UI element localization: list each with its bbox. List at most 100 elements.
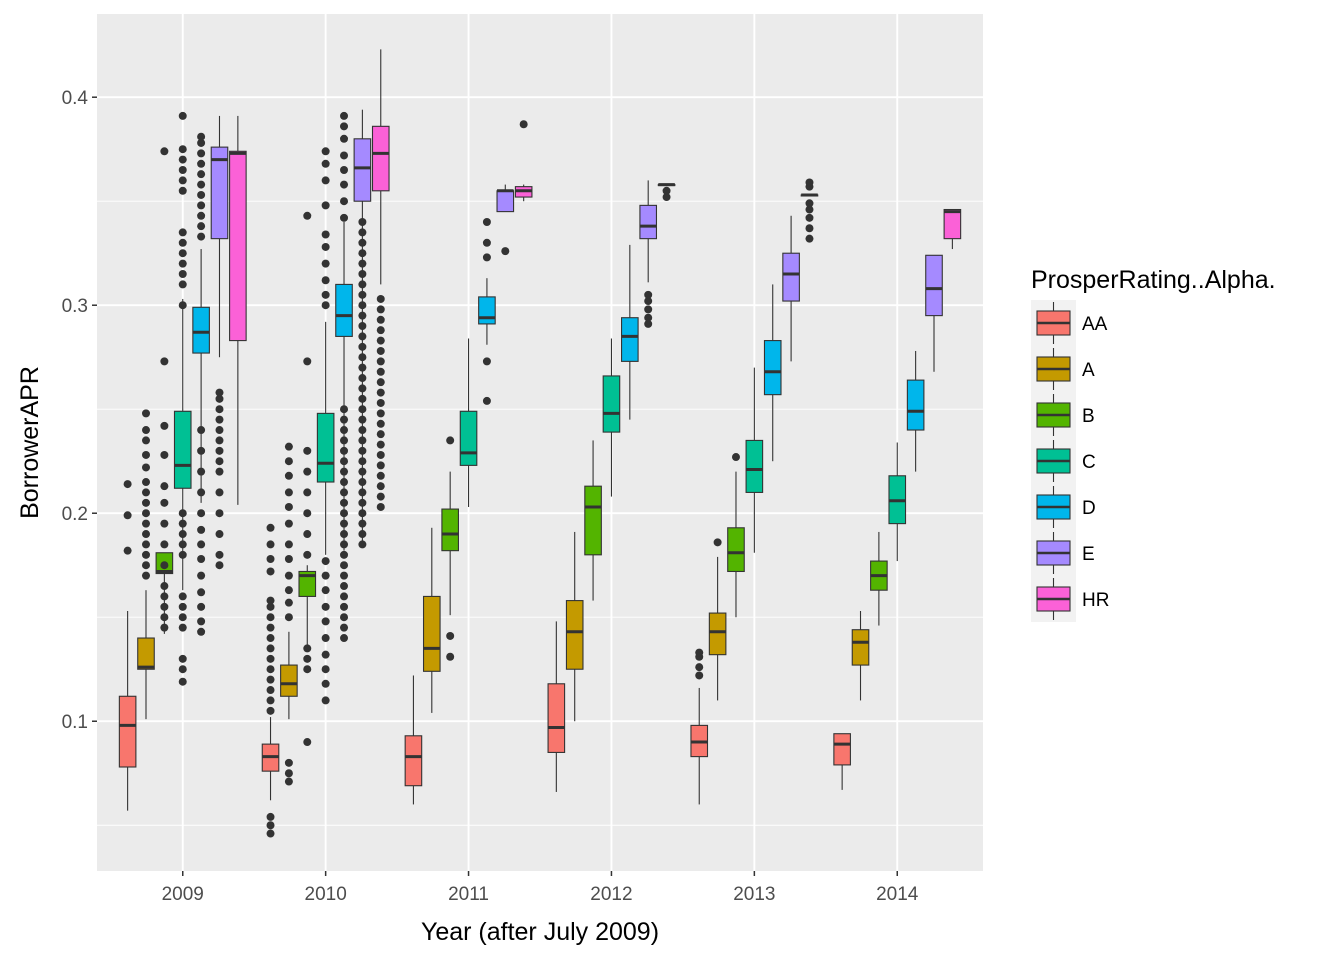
outlier-point [303,644,312,653]
outlier-point [340,592,349,601]
outlier-point [340,111,349,120]
outlier-point [340,151,349,160]
outlier-point [340,561,349,570]
box-iqr [621,317,639,362]
outlier-point [141,540,150,549]
outlier-point [321,557,330,566]
box-iqr [565,600,584,670]
box-2014-B [870,531,888,626]
outlier-point [197,588,206,597]
y-tick-label: 0.2 [62,504,88,525]
outlier-point [266,644,275,653]
outlier-point [340,602,349,611]
outlier-point [358,332,367,341]
outlier-point [340,166,349,175]
outlier-point [321,602,330,611]
outlier-point [805,199,814,208]
outlier-point [519,120,528,129]
outlier-point [376,502,385,511]
box-2010-AA [261,523,280,838]
outlier-point [376,419,385,428]
outlier-point [358,488,367,497]
outlier-point [358,457,367,466]
outlier-point [376,430,385,439]
outlier-point [266,821,275,830]
outlier-point [303,738,312,747]
outlier-point [376,346,385,355]
outlier-point [266,812,275,821]
outlier-point [446,631,455,640]
outlier-point [644,305,653,314]
outlier-point [358,290,367,299]
outlier-point [482,253,491,262]
outlier-point [321,159,330,168]
outlier-point [644,290,653,299]
outlier-point [358,322,367,331]
outlier-point [215,509,224,518]
outlier-point [197,232,206,241]
y-tick-label: 0.1 [62,712,88,733]
legend-item-HR: HR [1031,576,1109,622]
box-2011-A [422,527,441,713]
outlier-point [340,415,349,424]
outlier-point [358,436,367,445]
outlier-point [160,498,169,507]
outlier-point [321,586,330,595]
outlier-point [321,634,330,643]
box-2010-D [335,111,353,643]
box-iqr [727,527,745,573]
outlier-point [178,677,187,686]
outlier-point [141,550,150,559]
outlier-point [215,446,224,455]
outlier-point [266,596,275,605]
outlier-point [358,415,367,424]
x-axis-title: Year (after July 2009) [421,918,659,946]
outlier-point [197,170,206,179]
legend-item-E: E [1031,530,1095,576]
outlier-point [321,301,330,310]
box-iqr [404,735,423,787]
box-iqr [745,439,764,493]
outlier-point [340,571,349,580]
outlier-point [284,457,293,466]
box-2011-D [478,218,496,405]
outlier-point [178,249,187,258]
outlier-point [303,530,312,539]
outlier-point [141,450,150,459]
outlier-point [160,602,169,611]
outlier-point [178,270,187,279]
outlier-point [197,525,206,534]
outlier-point [340,213,349,222]
outlier-point [197,190,206,199]
outlier-point [266,706,275,715]
outlier-point [266,602,275,611]
box-iqr [459,410,478,466]
outlier-point [321,696,330,705]
box-iqr [118,695,137,768]
outlier-point [215,415,224,424]
outlier-point [644,313,653,322]
box-2014-AA [833,733,851,790]
outlier-point [197,554,206,563]
outlier-point [160,421,169,430]
outlier-point [266,613,275,622]
box-2010-HR [371,49,390,511]
outlier-point [482,357,491,366]
outlier-point [321,259,330,268]
box-iqr [763,340,782,396]
outlier-point [160,613,169,622]
legend-label: B [1082,406,1095,427]
outlier-point [321,650,330,659]
outlier-point [178,238,187,247]
outlier-point [178,530,187,539]
outlier-point [178,665,187,674]
legend-item-A: A [1031,346,1095,392]
outlier-point [284,598,293,607]
outlier-point [321,617,330,626]
outlier-point [731,453,740,462]
outlier-point [695,663,704,672]
outlier-point [197,446,206,455]
outlier-point [284,769,293,778]
outlier-point [376,482,385,491]
